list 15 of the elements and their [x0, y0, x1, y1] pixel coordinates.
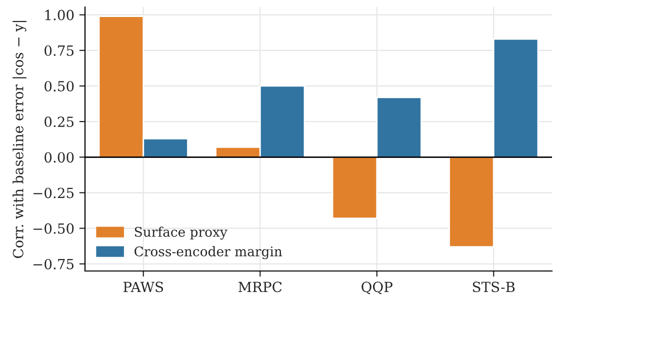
legend-label: Surface proxy [134, 226, 228, 240]
y-tick-label: 0.75 [44, 45, 74, 56]
y-tick-label: −0.75 [33, 258, 74, 270]
x-tick-label: QQP [362, 282, 392, 294]
y-tick-label: −0.50 [33, 223, 74, 234]
y-tick-label: 0.00 [44, 152, 74, 163]
y-tick-label: −0.25 [33, 188, 74, 198]
y-tick-label: 0.50 [44, 80, 74, 92]
y-tick-label: 0.25 [44, 116, 74, 128]
x-tick-label: STS-B [472, 282, 515, 292]
y-tick-label: 1.00 [45, 10, 74, 20]
x-tick-label: PAWS [123, 282, 164, 292]
legend-label: Cross-encoder margin [134, 246, 282, 260]
y-axis-title: Corr. with baseline error |cos − y| [12, 20, 26, 258]
x-tick-label: MRPC [238, 282, 282, 292]
